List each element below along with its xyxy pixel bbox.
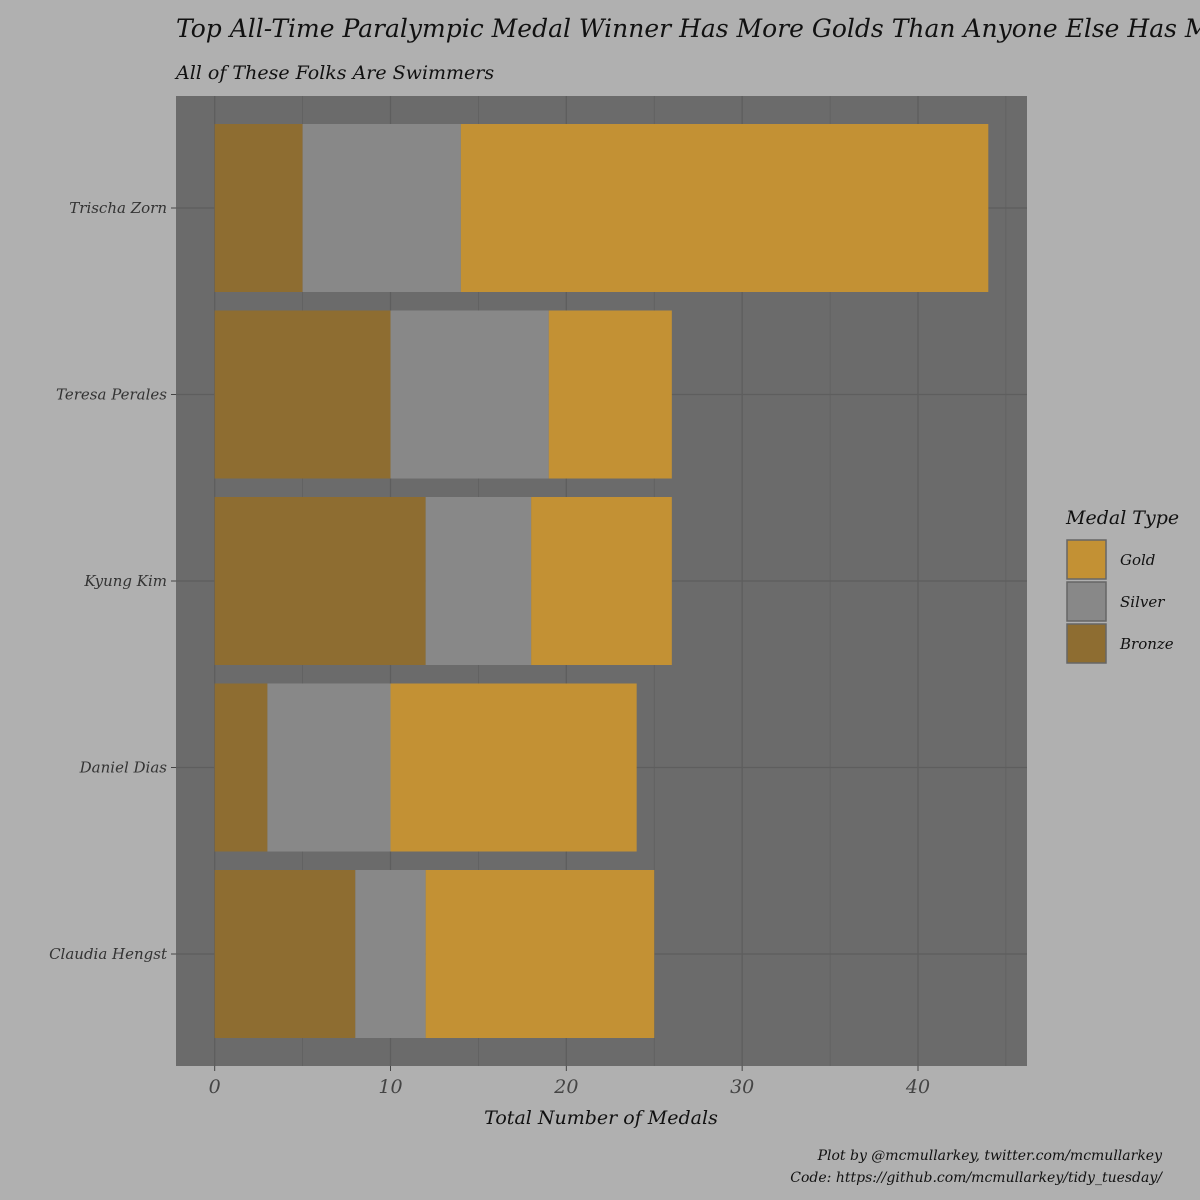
x-tick-label: 0 [209,1076,221,1098]
bar-bronze [214,683,268,852]
bars-layer [214,124,989,1038]
bar-gold [425,870,655,1038]
y-tick-label: Teresa Perales [56,386,167,404]
legend-swatch-gold [1066,539,1107,580]
legend: Medal Type Gold Silver Bronze [1065,507,1179,664]
bar-gold [460,124,989,292]
caption-line-2: Code: https://github.com/mcmullarkey/tid… [790,1170,1163,1186]
legend-swatch-silver [1066,581,1107,622]
y-tick-label: Trischa Zorn [69,199,167,217]
chart-title: Top All-Time Paralympic Medal Winner Has… [176,14,1200,43]
x-axis: 0 10 20 30 40 [209,1066,930,1098]
legend-label-silver: Silver [1120,593,1165,611]
legend-swatch-bronze [1066,623,1107,664]
bar-silver [302,124,461,292]
bar-gold [548,310,672,479]
x-tick-label: 10 [378,1076,402,1098]
bar-silver [390,310,549,479]
bar-bronze [214,497,426,665]
x-tick-label: 20 [553,1076,578,1098]
y-tick-label: Claudia Hengst [49,945,168,963]
bar-bronze [214,870,356,1038]
legend-label-gold: Gold [1120,551,1155,569]
y-tick-label: Daniel Dias [79,759,168,777]
legend-title: Medal Type [1065,507,1179,529]
bar-silver [267,683,391,852]
x-axis-label: Total Number of Medals [484,1107,718,1129]
x-tick-label: 40 [905,1076,930,1098]
caption-line-1: Plot by @mcmullarkey, twitter.com/mcmull… [817,1148,1164,1164]
bar-gold [390,683,637,852]
legend-label-bronze: Bronze [1119,635,1174,653]
y-axis: Trischa Zorn Teresa Perales Kyung Kim Danie… [49,199,176,963]
x-tick-label: 30 [730,1076,754,1098]
chart-subtitle: All of These Folks Are Swimmers [174,62,494,84]
bar-bronze [214,310,391,479]
bar-gold [531,497,672,665]
bar-silver [425,497,532,665]
bar-bronze [214,124,303,292]
y-tick-label: Kyung Kim [83,572,167,590]
bar-silver [355,870,426,1038]
